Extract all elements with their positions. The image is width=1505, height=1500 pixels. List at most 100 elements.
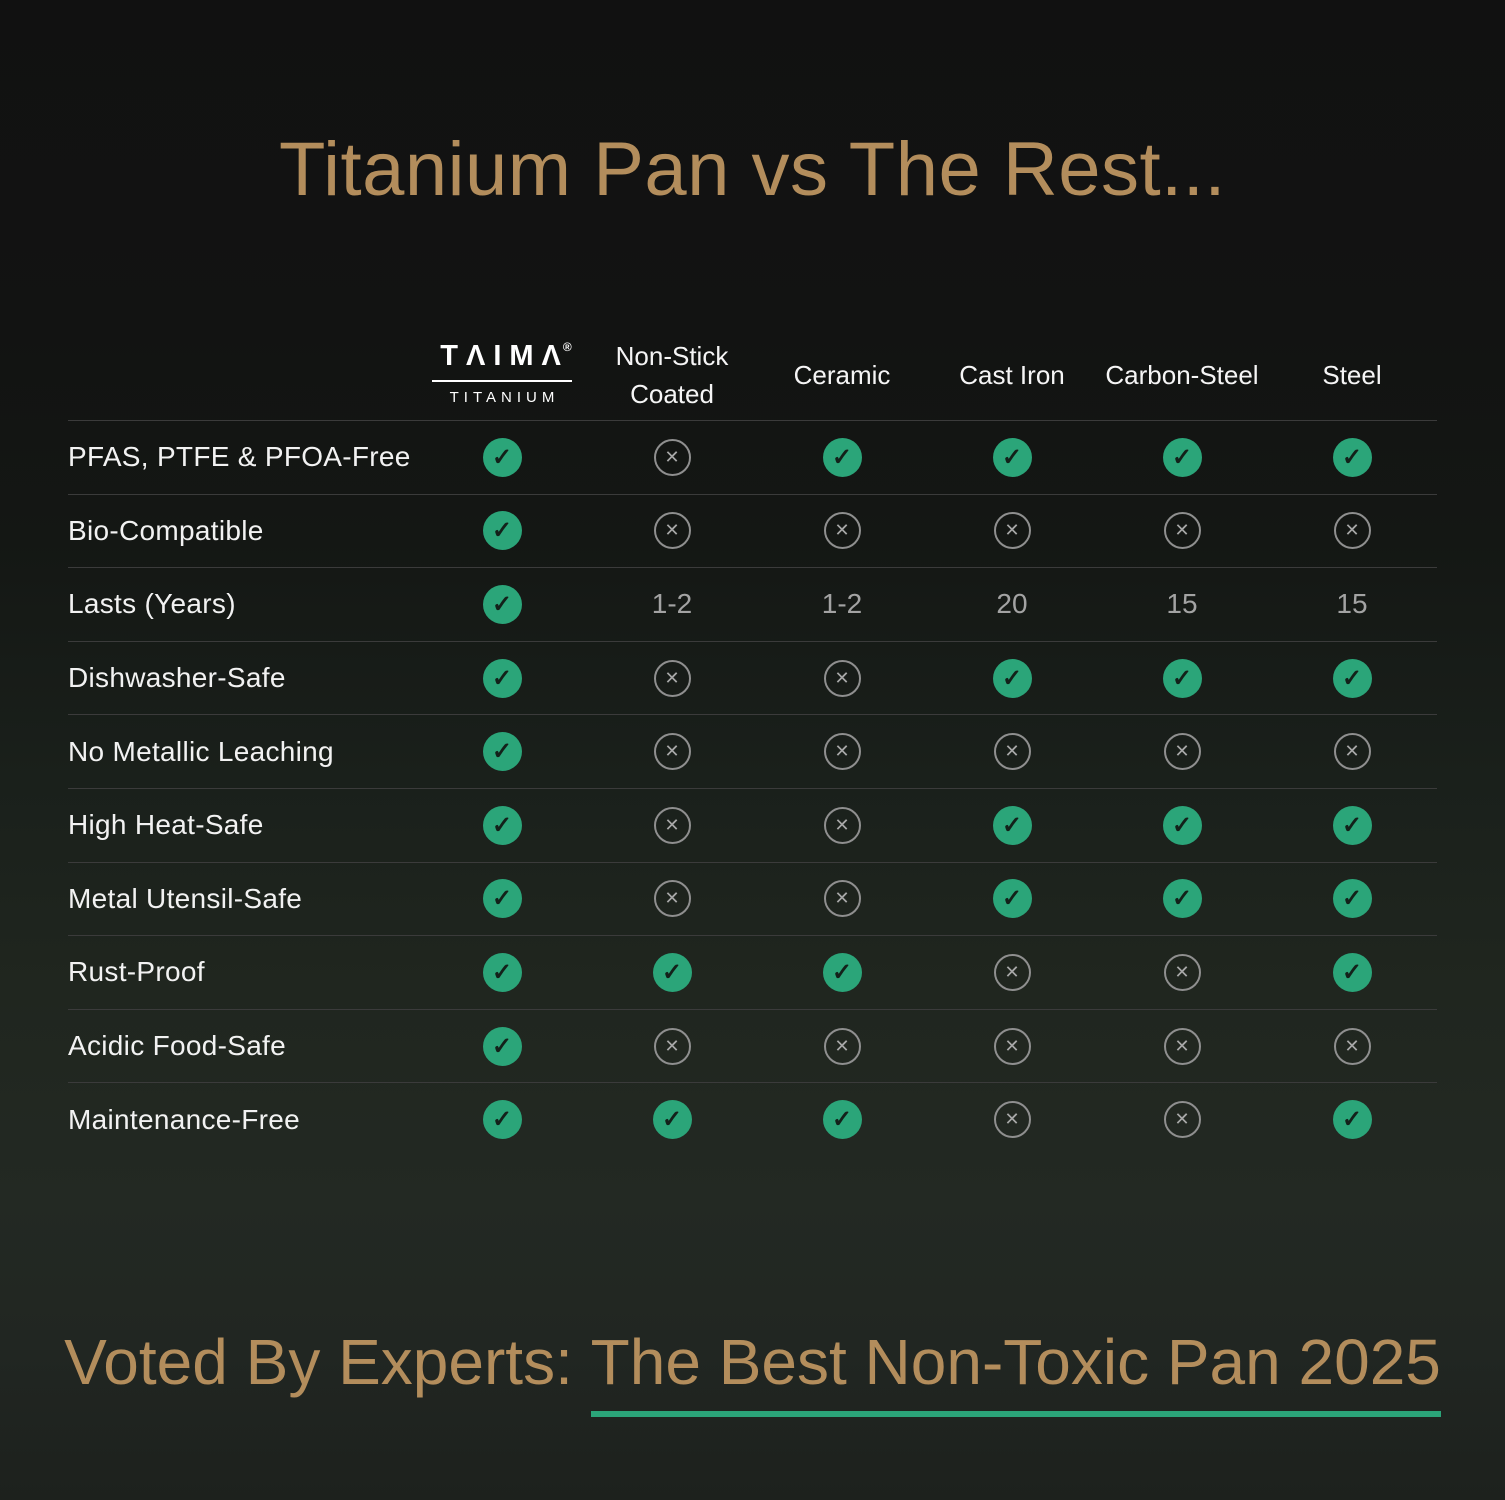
footer-highlight: The Best Non-Toxic Pan 2025 (590, 1325, 1441, 1417)
cross-icon: ✕ (993, 953, 1031, 991)
table-cell: ✓ (757, 952, 927, 992)
table-cell: ✓ (1097, 437, 1267, 477)
row-label: Rust-Proof (68, 956, 205, 988)
cross-icon: ✕ (1163, 512, 1201, 550)
check-icon: ✓ (992, 879, 1032, 919)
table-body: PFAS, PTFE & PFOA-Free ✓ ✕ ✓ ✓ ✓ ✓ Bio-Compatib… (68, 420, 1437, 1156)
check-icon: ✓ (1332, 658, 1372, 698)
table-cell: ✓ (417, 584, 587, 624)
table-row: Acidic Food-Safe ✓ ✕ ✕ ✕ ✕ ✕ (68, 1008, 1437, 1083)
check-icon: ✓ (1162, 658, 1202, 698)
table-cell: ✓ (417, 658, 587, 698)
cross-icon: ✕ (1333, 512, 1371, 550)
check-icon: ✓ (1162, 437, 1202, 477)
check-icon: ✓ (1332, 879, 1372, 919)
check-icon: ✓ (482, 584, 522, 624)
table-row: Lasts (Years) ✓ 1-2 1-2 20 15 15 (68, 567, 1437, 641)
table-cell: ✕ (1097, 733, 1267, 771)
table-cell: ✕ (927, 1027, 1097, 1065)
table-cell: ✓ (1267, 805, 1437, 845)
cross-icon: ✕ (1163, 1101, 1201, 1139)
check-icon: ✓ (652, 1100, 692, 1140)
table-cell: ✕ (587, 880, 757, 918)
table-cell: ✓ (587, 952, 757, 992)
taima-logo: TΛIMΛ® TITANIUM (423, 341, 581, 405)
table-row: Bio-Compatible ✓ ✕ ✕ ✕ ✕ ✕ (68, 493, 1437, 568)
table-cell: 15 (1267, 588, 1437, 620)
check-icon: ✓ (652, 952, 692, 992)
table-cell: ✓ (1267, 658, 1437, 698)
check-icon: ✓ (482, 511, 522, 551)
cross-icon: ✕ (653, 806, 691, 844)
cross-icon: ✕ (993, 1027, 1031, 1065)
table-cell: ✕ (927, 1101, 1097, 1139)
check-icon: ✓ (992, 805, 1032, 845)
table-row: Rust-Proof ✓ ✓ ✓ ✕ ✕ ✓ (68, 935, 1437, 1009)
table-row: High Heat-Safe ✓ ✕ ✕ ✓ ✓ ✓ (68, 787, 1437, 862)
column-header-steel: Steel (1322, 360, 1382, 390)
table-cell: ✓ (1267, 437, 1437, 477)
check-icon: ✓ (482, 952, 522, 992)
table-cell: ✓ (757, 437, 927, 477)
cross-icon: ✕ (653, 512, 691, 550)
table-cell: ✓ (1097, 879, 1267, 919)
table-row: No Metallic Leaching ✓ ✕ ✕ ✕ ✕ ✕ (68, 714, 1437, 788)
brand-column-header: TΛIMΛ® TITANIUM (417, 341, 587, 407)
table-cell: ✓ (1097, 658, 1267, 698)
row-label: Dishwasher-Safe (68, 662, 286, 694)
cross-icon: ✕ (1333, 1027, 1371, 1065)
cross-icon: ✕ (823, 806, 861, 844)
table-cell: ✓ (1097, 805, 1267, 845)
comparison-table: TΛIMΛ® TITANIUM Non-Stick Coated Ceramic C… (68, 330, 1437, 1156)
table-cell: ✕ (757, 1027, 927, 1065)
column-header-carbon-steel: Carbon-Steel (1105, 360, 1259, 390)
footer-prefix: Voted By Experts: (64, 1326, 591, 1398)
table-cell: ✕ (587, 733, 757, 771)
cell-value: 20 (996, 588, 1028, 620)
check-icon: ✓ (992, 658, 1032, 698)
table-cell: ✓ (417, 952, 587, 992)
column-header-ceramic: Ceramic (793, 360, 891, 390)
row-label: High Heat-Safe (68, 809, 264, 841)
table-cell: ✕ (1097, 1101, 1267, 1139)
row-label: Lasts (Years) (68, 588, 236, 620)
row-label: No Metallic Leaching (68, 735, 334, 767)
cross-icon: ✕ (993, 733, 1031, 771)
row-label: Bio-Compatible (68, 514, 264, 546)
table-cell: ✕ (1097, 512, 1267, 550)
table-cell: ✓ (757, 1100, 927, 1140)
table-cell: ✕ (587, 438, 757, 476)
check-icon: ✓ (1162, 879, 1202, 919)
footer-caption: Voted By Experts: The Best Non-Toxic Pan… (0, 1325, 1505, 1417)
table-cell: ✕ (1267, 733, 1437, 771)
check-icon: ✓ (482, 1100, 522, 1140)
check-icon: ✓ (1332, 1100, 1372, 1140)
table-cell: ✓ (417, 1100, 587, 1140)
table-cell: ✓ (417, 879, 587, 919)
table-cell: ✕ (757, 733, 927, 771)
table-cell: ✓ (417, 1026, 587, 1066)
table-row: Metal Utensil-Safe ✓ ✕ ✕ ✓ ✓ ✓ (68, 861, 1437, 936)
table-cell: ✕ (1267, 512, 1437, 550)
cross-icon: ✕ (823, 733, 861, 771)
table-row: Dishwasher-Safe ✓ ✕ ✕ ✓ ✓ ✓ (68, 640, 1437, 715)
cross-icon: ✕ (1333, 733, 1371, 771)
table-cell: 1-2 (587, 588, 757, 620)
column-header-cast-iron: Cast Iron (959, 360, 1065, 390)
cell-value: 15 (1166, 588, 1198, 620)
table-cell: 20 (927, 588, 1097, 620)
table-cell: ✓ (417, 511, 587, 551)
table-cell: ✓ (587, 1100, 757, 1140)
cross-icon: ✕ (993, 512, 1031, 550)
table-cell: ✕ (757, 806, 927, 844)
table-cell: ✓ (927, 437, 1097, 477)
row-label: Metal Utensil-Safe (68, 882, 303, 914)
table-cell: ✕ (757, 880, 927, 918)
table-cell: ✕ (927, 733, 1097, 771)
check-icon: ✓ (1332, 805, 1372, 845)
table-cell: ✓ (927, 879, 1097, 919)
table-cell: ✓ (1267, 952, 1437, 992)
table-cell: ✕ (1097, 953, 1267, 991)
cross-icon: ✕ (1163, 1027, 1201, 1065)
